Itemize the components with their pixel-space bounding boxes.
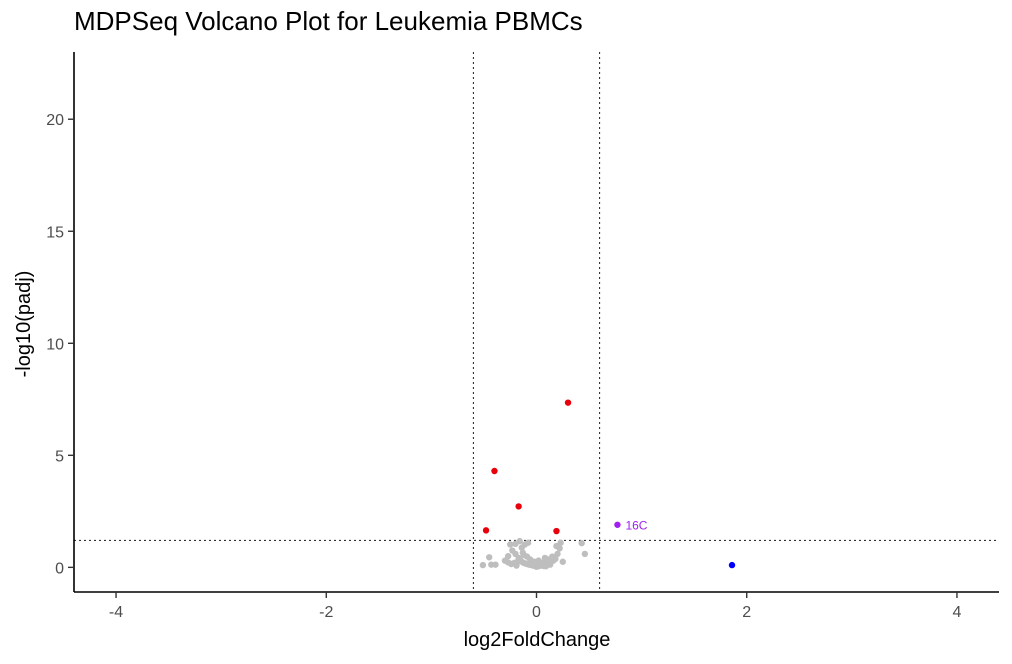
x-tick-label: -4 [109,604,123,621]
data-point [515,503,522,510]
x-tick-label: -2 [319,604,333,621]
y-tick-label: 5 [55,448,64,465]
data-point [557,539,564,546]
y-axis-title: -log10(padj) [13,271,35,378]
data-point [728,561,736,569]
data-point [533,560,540,568]
data-point [556,545,563,552]
point-label: 16C [625,518,647,532]
data-point [578,539,585,547]
axes: -4 -2 0 2 4 0 5 10 15 20 [46,52,999,621]
chart-title: MDPSeq Volcano Plot for Leukemia PBMCs [74,6,583,36]
data-point [554,550,561,558]
data-point [614,521,621,528]
point-labels: 16C [625,518,647,532]
data-point [581,550,589,558]
y-tick-label: 20 [46,112,64,129]
data-point [491,467,498,475]
data-point [513,562,520,569]
data-point [524,539,532,546]
data-point [542,563,550,570]
y-tick-label: 0 [55,560,64,577]
data-point [553,527,560,535]
x-axis-title: log2FoldChange [464,629,611,651]
data-point [549,553,556,560]
x-tick-label: 4 [953,604,962,621]
threshold-lines [74,52,999,592]
data-point [564,399,572,406]
data-point [512,540,519,548]
data-point [479,561,487,569]
data-point [519,549,527,556]
data-point [518,544,525,551]
x-tick-label: 0 [532,604,541,621]
y-tick-label: 10 [46,336,64,353]
x-tick-label: 2 [742,604,751,621]
data-point [485,554,493,561]
data-point [559,558,566,565]
data-points [479,399,736,570]
data-point [507,541,514,548]
data-point [492,561,499,568]
data-point [482,527,490,534]
y-tick-label: 15 [46,224,64,241]
data-point [504,552,512,560]
